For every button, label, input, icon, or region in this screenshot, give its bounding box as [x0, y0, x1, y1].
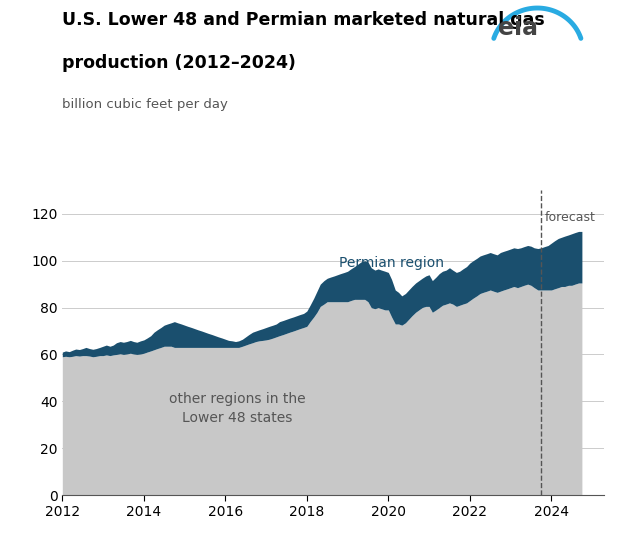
Text: forecast: forecast: [545, 212, 596, 225]
Text: other regions in the
Lower 48 states: other regions in the Lower 48 states: [169, 392, 306, 425]
Text: production (2012–2024): production (2012–2024): [62, 54, 296, 72]
Text: U.S. Lower 48 and Permian marketed natural gas: U.S. Lower 48 and Permian marketed natur…: [62, 11, 545, 29]
Text: Permian region: Permian region: [340, 256, 444, 270]
Text: billion cubic feet per day: billion cubic feet per day: [62, 98, 228, 111]
Text: eia: eia: [498, 16, 538, 40]
